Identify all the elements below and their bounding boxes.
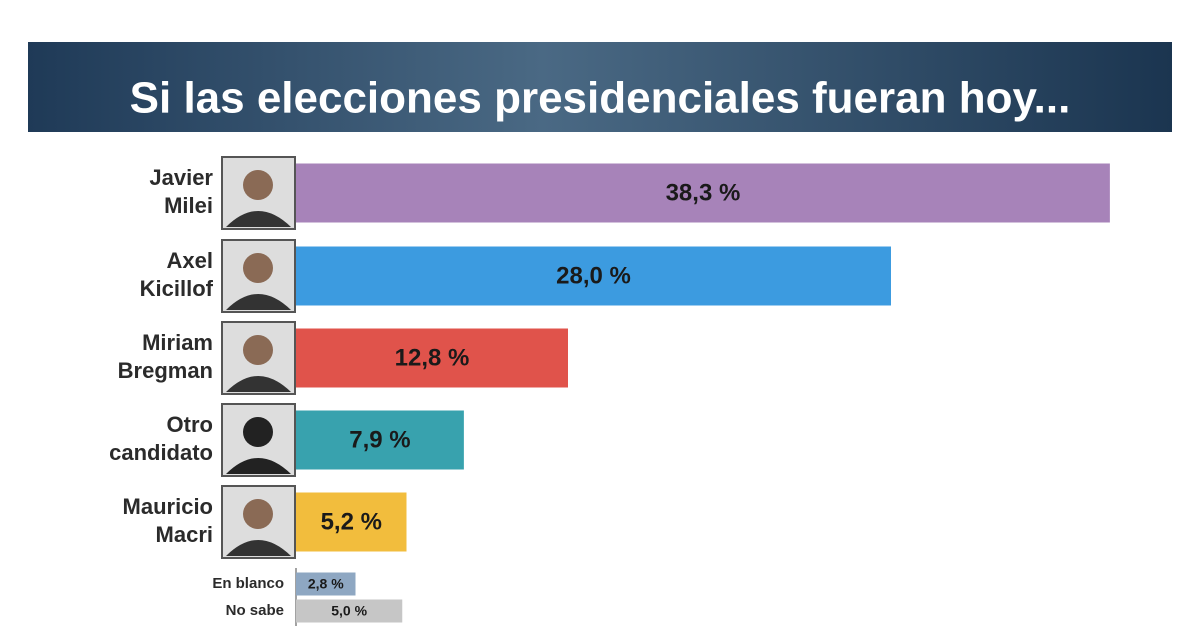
bar [296, 492, 407, 552]
category-label: Axel Kicillof [139, 248, 213, 301]
chart-title: Si las elecciones presidenciales fueran … [130, 74, 1071, 123]
category-label: Miriam Bregman [117, 330, 213, 383]
category-label: No sabe [225, 602, 284, 619]
category-label: En blanco [212, 575, 284, 592]
category-label: Mauricio Macri [122, 494, 213, 547]
photo-head [243, 499, 273, 529]
value-label: 5,0 % [331, 603, 367, 619]
photo-head [243, 417, 273, 447]
photo-body [226, 376, 291, 392]
photo-body [226, 458, 291, 474]
bar [296, 572, 356, 596]
value-label: 5,2 % [321, 508, 382, 535]
category-label: Javier Milei [149, 165, 213, 218]
photo-frame [221, 321, 296, 395]
photo-head [243, 253, 273, 283]
bar [296, 328, 568, 388]
photo-body [226, 211, 291, 227]
photo-head [243, 170, 273, 200]
photo-head [243, 335, 273, 365]
value-label: 7,9 % [349, 426, 410, 453]
header-banner [28, 42, 1172, 132]
value-label: 28,0 % [556, 262, 631, 289]
value-label: 12,8 % [395, 344, 470, 371]
value-label: 38,3 % [666, 179, 741, 206]
value-label: 2,8 % [308, 576, 344, 592]
bar [296, 410, 464, 470]
photos [221, 156, 296, 559]
category-label: Otro candidato [109, 412, 213, 465]
bar [296, 246, 891, 306]
photo-body [226, 294, 291, 310]
bar [296, 599, 403, 623]
photo-body [226, 540, 291, 556]
bar [296, 163, 1110, 223]
